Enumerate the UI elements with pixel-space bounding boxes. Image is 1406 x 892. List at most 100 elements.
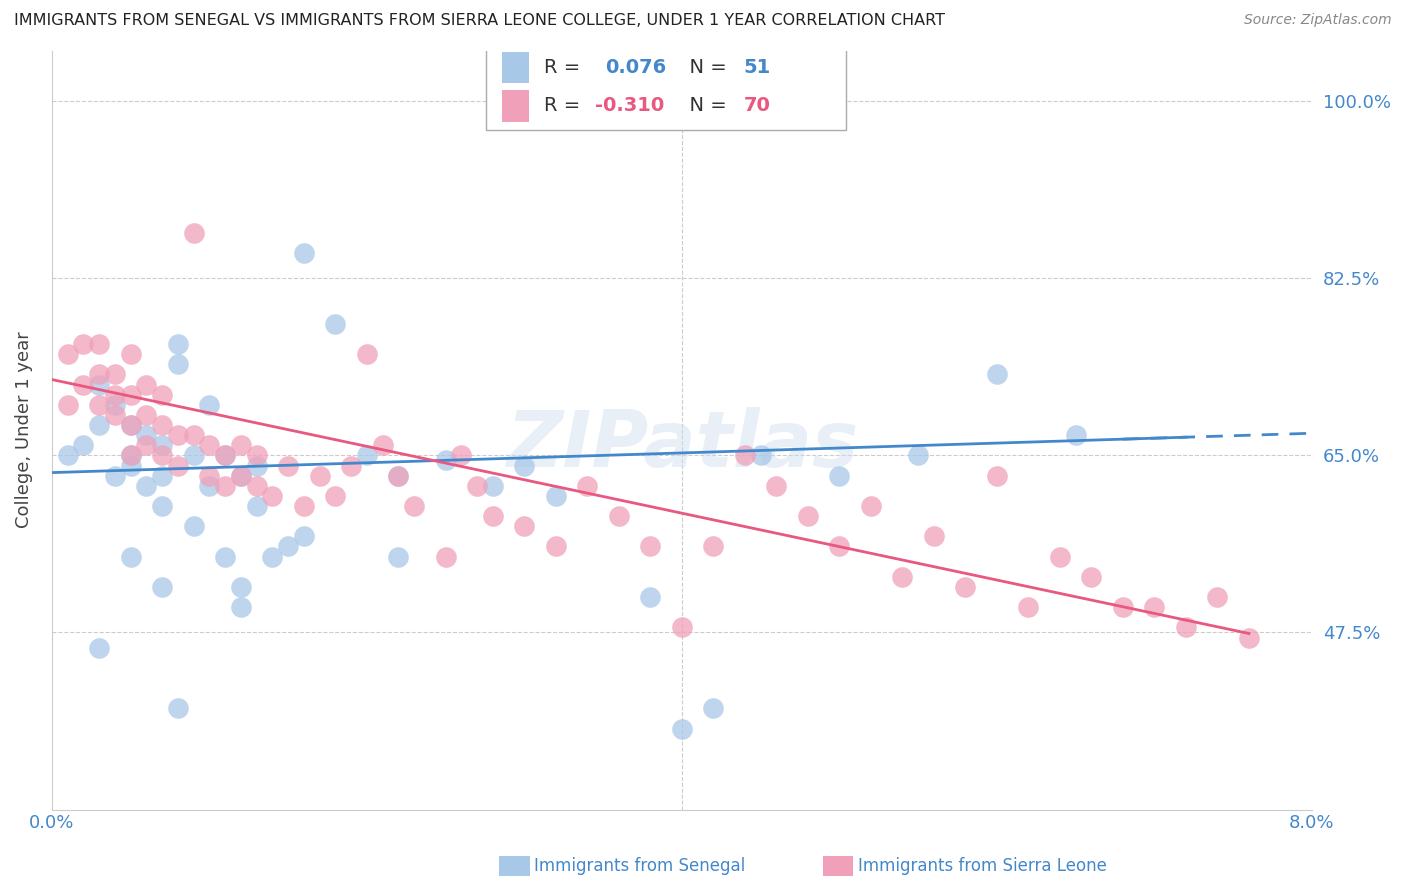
Point bbox=[135, 479, 157, 493]
Point bbox=[513, 458, 536, 473]
Point bbox=[765, 479, 787, 493]
Point bbox=[955, 580, 977, 594]
Text: 70: 70 bbox=[744, 96, 770, 115]
Point bbox=[229, 580, 252, 594]
Point bbox=[1143, 600, 1166, 615]
Point bbox=[640, 590, 662, 604]
Point bbox=[262, 549, 284, 564]
Text: N =: N = bbox=[676, 96, 733, 115]
Point bbox=[120, 347, 142, 361]
Point bbox=[702, 540, 724, 554]
Point bbox=[166, 337, 188, 351]
Point bbox=[135, 428, 157, 442]
Point bbox=[702, 701, 724, 715]
Point bbox=[323, 489, 346, 503]
Point bbox=[229, 468, 252, 483]
Point bbox=[214, 549, 236, 564]
Point bbox=[1206, 590, 1229, 604]
Point bbox=[1017, 600, 1039, 615]
Point bbox=[797, 509, 820, 524]
Point bbox=[87, 418, 110, 433]
Point bbox=[323, 317, 346, 331]
Point bbox=[150, 580, 173, 594]
Point bbox=[277, 458, 299, 473]
Point bbox=[607, 509, 630, 524]
Point bbox=[87, 377, 110, 392]
Y-axis label: College, Under 1 year: College, Under 1 year bbox=[15, 332, 32, 528]
Text: N =: N = bbox=[676, 58, 733, 77]
Point bbox=[859, 499, 882, 513]
Point bbox=[229, 600, 252, 615]
Point bbox=[150, 468, 173, 483]
Point bbox=[450, 449, 472, 463]
Point bbox=[749, 449, 772, 463]
Point bbox=[245, 499, 267, 513]
Point bbox=[166, 428, 188, 442]
Text: R =: R = bbox=[544, 96, 586, 115]
Point bbox=[120, 458, 142, 473]
Point bbox=[104, 468, 127, 483]
Point bbox=[434, 453, 457, 467]
Point bbox=[402, 499, 425, 513]
Point bbox=[87, 368, 110, 382]
Text: 51: 51 bbox=[744, 58, 770, 77]
Point bbox=[387, 549, 409, 564]
Point bbox=[120, 449, 142, 463]
FancyBboxPatch shape bbox=[486, 43, 845, 130]
Point bbox=[640, 540, 662, 554]
Point bbox=[120, 387, 142, 401]
Point bbox=[245, 458, 267, 473]
Point bbox=[986, 368, 1008, 382]
Point bbox=[72, 377, 94, 392]
Point bbox=[308, 468, 330, 483]
Point bbox=[135, 377, 157, 392]
Point bbox=[87, 337, 110, 351]
Point bbox=[214, 449, 236, 463]
Point bbox=[576, 479, 599, 493]
Point bbox=[1112, 600, 1135, 615]
Point bbox=[671, 620, 693, 634]
Point bbox=[245, 449, 267, 463]
Point bbox=[198, 468, 221, 483]
Point bbox=[198, 479, 221, 493]
Point bbox=[72, 337, 94, 351]
Point bbox=[214, 479, 236, 493]
Point bbox=[356, 347, 378, 361]
Point bbox=[1049, 549, 1071, 564]
Text: IMMIGRANTS FROM SENEGAL VS IMMIGRANTS FROM SIERRA LEONE COLLEGE, UNDER 1 YEAR CO: IMMIGRANTS FROM SENEGAL VS IMMIGRANTS FR… bbox=[14, 13, 945, 29]
Bar bbox=[502, 52, 529, 84]
Point bbox=[72, 438, 94, 452]
Point bbox=[292, 529, 315, 543]
Point bbox=[183, 449, 205, 463]
Point bbox=[104, 387, 127, 401]
Point bbox=[120, 418, 142, 433]
Point bbox=[828, 468, 851, 483]
Point bbox=[1080, 570, 1102, 584]
Point bbox=[183, 226, 205, 240]
Text: 0.076: 0.076 bbox=[605, 58, 666, 77]
Point bbox=[214, 449, 236, 463]
Point bbox=[135, 408, 157, 422]
Point bbox=[277, 540, 299, 554]
Point bbox=[166, 458, 188, 473]
Point bbox=[513, 519, 536, 533]
Point bbox=[198, 438, 221, 452]
Point bbox=[986, 468, 1008, 483]
Point bbox=[387, 468, 409, 483]
Point bbox=[434, 549, 457, 564]
Point bbox=[120, 449, 142, 463]
Point bbox=[56, 449, 79, 463]
Text: R =: R = bbox=[544, 58, 593, 77]
Text: Immigrants from Senegal: Immigrants from Senegal bbox=[534, 857, 745, 875]
Point bbox=[198, 398, 221, 412]
Point bbox=[104, 408, 127, 422]
Point bbox=[150, 387, 173, 401]
Point bbox=[387, 468, 409, 483]
Point bbox=[481, 479, 503, 493]
Point bbox=[371, 438, 394, 452]
Point bbox=[120, 549, 142, 564]
Point bbox=[150, 499, 173, 513]
Point bbox=[907, 449, 929, 463]
Bar bbox=[502, 90, 529, 122]
Point bbox=[734, 449, 756, 463]
